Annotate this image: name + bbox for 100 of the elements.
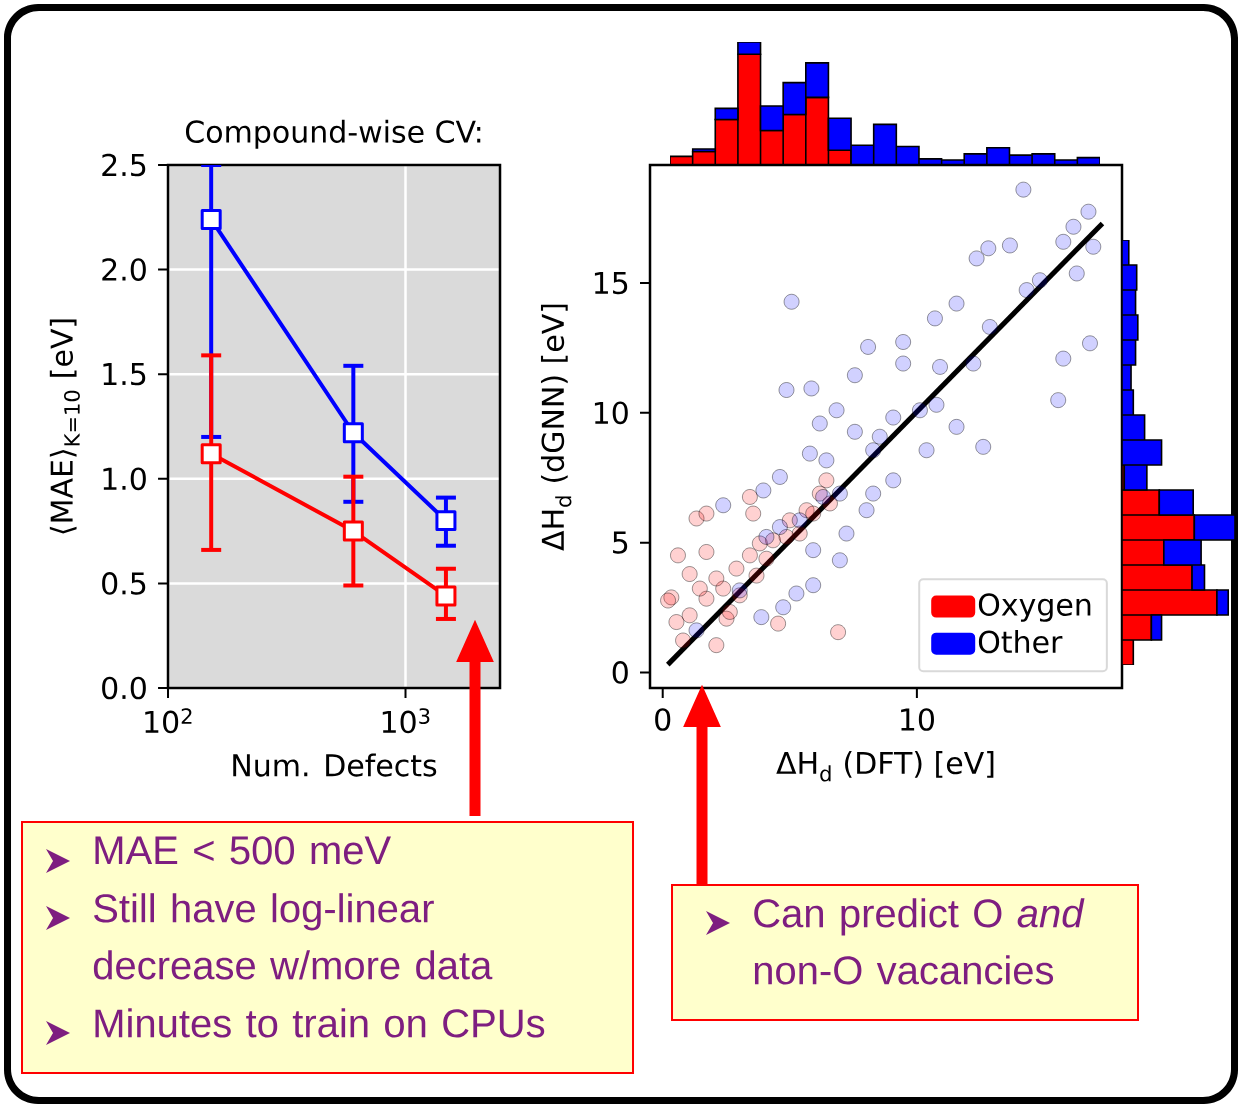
y-tick-label: 15 [594,271,628,295]
legend-label: Other [978,630,1063,654]
point [753,609,770,625]
point [918,442,935,458]
x-tick-label: 10$^{3}$ [382,708,430,734]
x-axis-title: Num. Defects [233,753,437,777]
point [1055,234,1071,250]
point [675,632,691,649]
y-tick-label: 2.0 [102,258,146,281]
point [722,604,738,620]
point [681,607,698,624]
point [885,409,901,426]
point [975,439,991,455]
point [708,637,725,653]
point [742,489,758,505]
point [1018,282,1035,298]
legend-label: Oxygen [978,593,1091,622]
chart-title: Compound-wise CV: [185,119,481,149]
y-tick-label: 10 [594,401,628,425]
point [932,359,948,375]
y-tick-label: 1.0 [103,467,146,491]
point [948,295,965,312]
point [885,472,901,489]
point [847,367,863,383]
point [912,402,928,418]
point [778,529,795,545]
point [1082,335,1098,351]
point [948,419,965,435]
point [715,497,731,513]
text: Can predict O and non-O vacancies [754,898,1085,985]
point [728,560,745,577]
point [928,397,945,413]
point [732,582,748,599]
point [755,482,772,499]
point [788,585,805,602]
point [818,472,835,489]
point [1080,204,1097,220]
point [830,624,846,640]
bar [782,81,807,116]
point [770,615,786,632]
point [865,442,881,458]
point [803,380,820,397]
point [758,551,775,567]
point [783,294,800,310]
text: MAE < 500 meV [95,836,391,865]
bar [1122,589,1218,616]
y-axis-title: ⟨MAE⟩$_{K=10}$ [eV] [49,319,80,534]
point [1032,272,1048,288]
point [847,424,863,440]
bar [782,113,807,165]
point [805,542,821,558]
point [698,505,715,522]
point [812,415,828,432]
y-tick-label: 0.0 [102,676,146,700]
point [1050,392,1066,408]
point [745,505,761,522]
point [698,544,715,560]
text: Still have log-linear decrease w/more data [93,893,493,980]
point [828,402,845,418]
bar [1122,514,1196,541]
point [681,566,698,582]
point [982,319,998,335]
point [668,614,685,630]
point [1065,219,1082,235]
y-tick-label: 0.5 [102,572,146,595]
y-tick-label: 1.5 [103,363,146,386]
point [1015,181,1032,198]
point [1002,237,1018,254]
point [742,547,758,564]
y-axis-title: ΔH$_{d}$ (dGNN) [eV] [540,304,572,551]
point [688,622,705,639]
point [748,567,765,584]
point [927,310,943,327]
y-tick-label: 5 [613,531,628,554]
point [832,485,848,502]
point [698,591,715,607]
point [660,592,676,609]
point [815,489,831,505]
text: Minutes to train on CPUs [95,1008,545,1038]
point [980,240,997,256]
point [1055,350,1071,367]
point [778,382,795,398]
point [1069,265,1085,282]
point [670,547,686,564]
point [758,529,775,545]
point [895,334,911,350]
x-tick-label: 0 [655,708,671,731]
point [805,505,821,522]
point [858,502,875,518]
point [818,452,835,469]
x-axis-title: ΔH$_{d}$ (DFT) [eV] [776,751,994,782]
point [965,355,982,372]
y-tick-label: 2.5 [102,153,146,177]
point [715,580,731,597]
x-tick-label: 10$^{2}$ [145,708,192,734]
point [832,552,848,568]
x-tick-label: 10 [901,708,934,731]
point [872,429,888,445]
point [860,339,876,355]
point [772,469,788,485]
